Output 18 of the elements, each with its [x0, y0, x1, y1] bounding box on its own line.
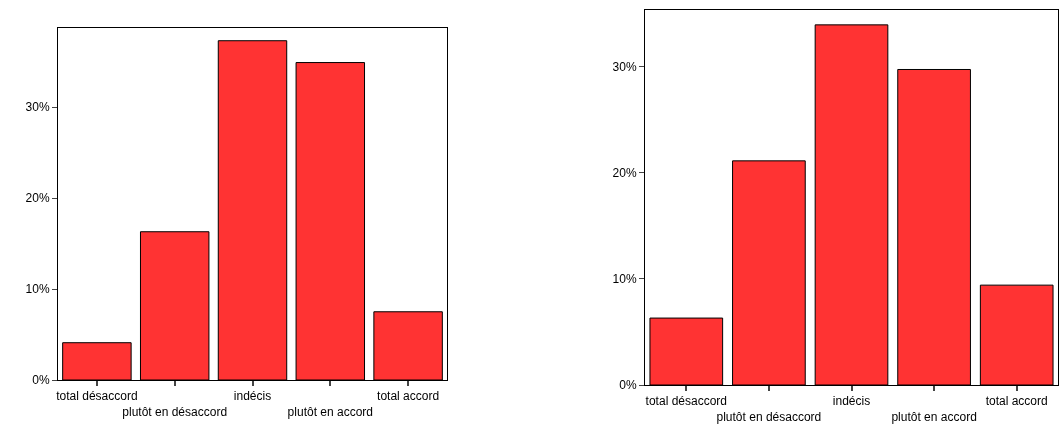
- y-tick-label: 0%: [619, 378, 637, 393]
- y-tick-label: 10%: [25, 282, 50, 297]
- y-tick-label: 30%: [612, 59, 637, 74]
- x-tick-label: plutôt en accord: [891, 410, 977, 424]
- y-tick-label: 30%: [25, 100, 50, 115]
- y-tick-label: 0%: [32, 373, 50, 388]
- x-tick-label: total désaccord: [645, 394, 727, 409]
- x-tick-label: indécis: [233, 389, 272, 404]
- x-tick-label: plutôt en accord: [287, 405, 373, 419]
- y-tick-label: 20%: [25, 191, 50, 206]
- x-tick-label: total accord: [985, 394, 1048, 409]
- x-tick-label: total accord: [377, 389, 440, 404]
- x-tick-label: total désaccord: [56, 389, 138, 404]
- y-tick-label: 10%: [612, 271, 637, 286]
- x-tick-label: indécis: [832, 394, 871, 409]
- y-tick-label: 20%: [612, 165, 637, 180]
- x-tick-label: plutôt en désaccord: [122, 405, 228, 419]
- x-tick-label: plutôt en désaccord: [716, 410, 822, 424]
